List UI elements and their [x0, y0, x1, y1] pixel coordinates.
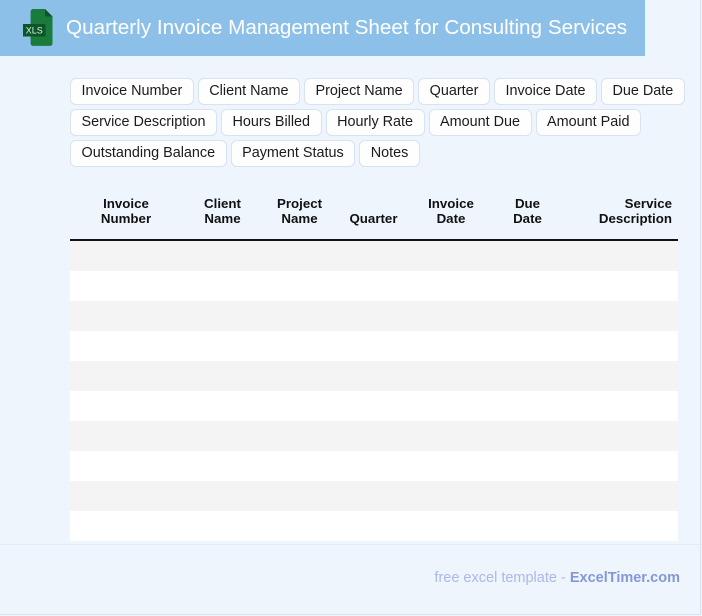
svg-text:XLS: XLS	[26, 25, 43, 35]
